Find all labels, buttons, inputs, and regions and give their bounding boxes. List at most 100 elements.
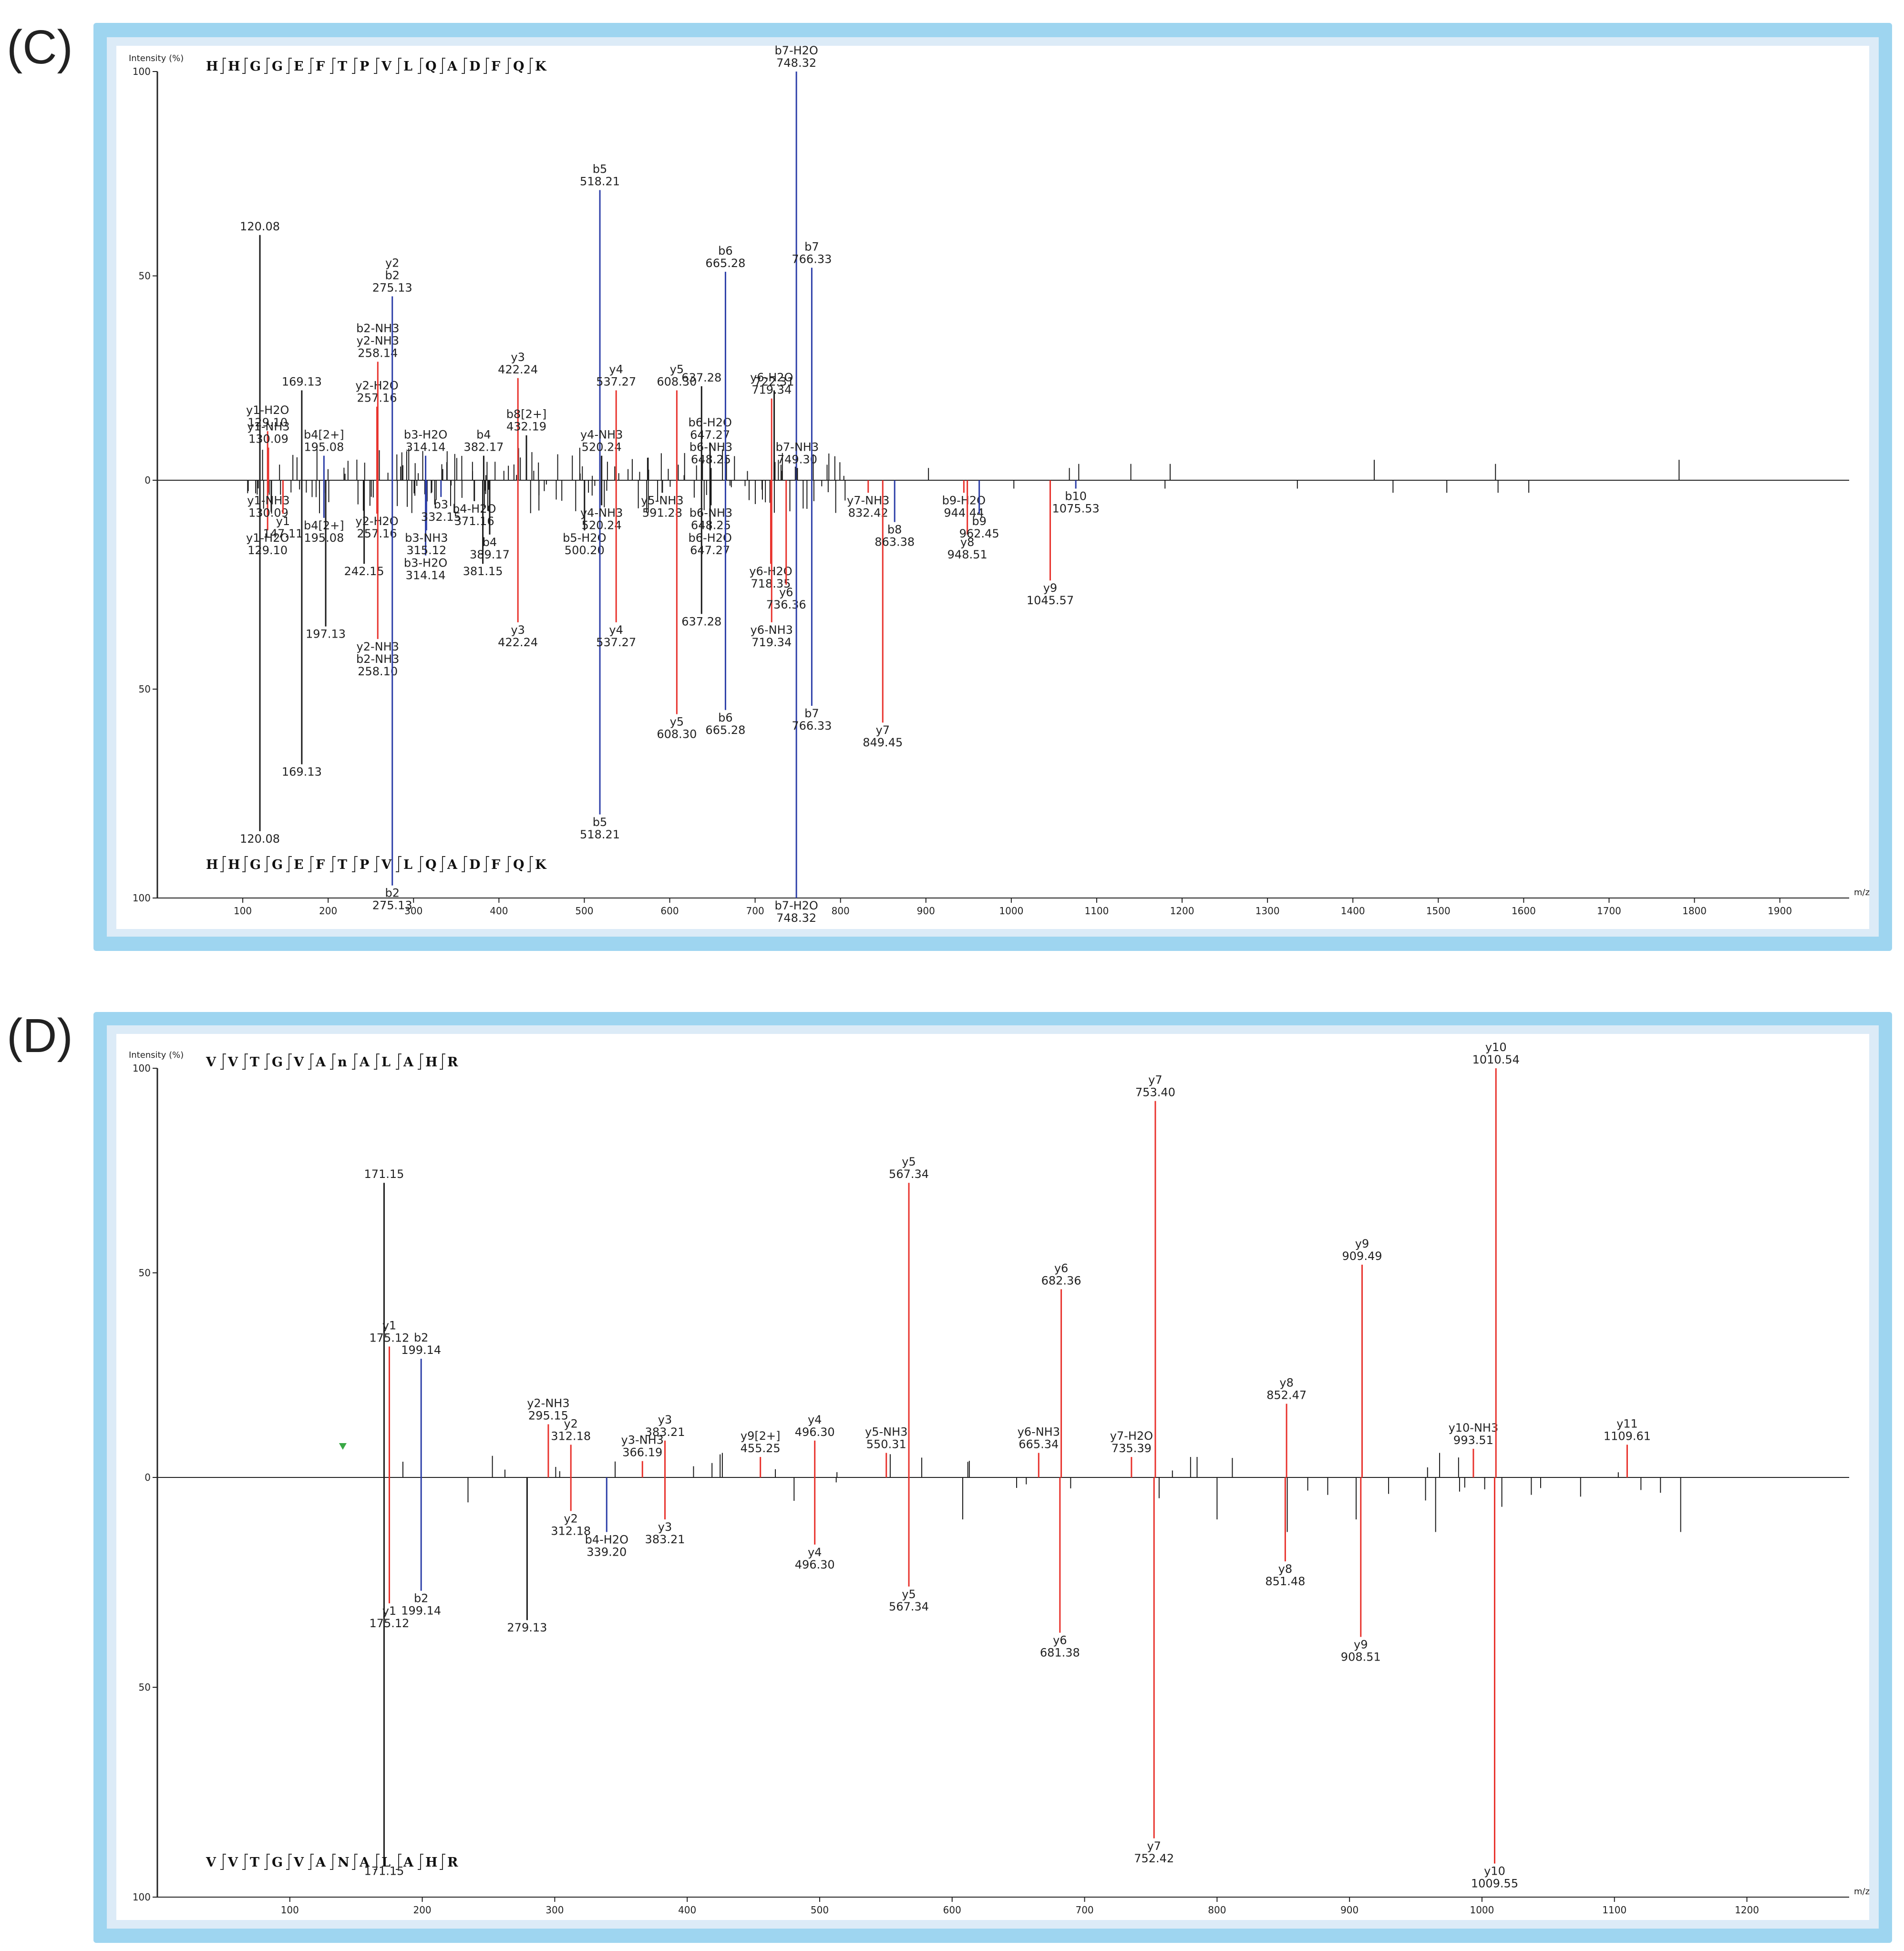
peak-label: 383.21	[645, 1425, 685, 1439]
peak-label: 849.45	[863, 736, 903, 749]
peak-label: b4[2+]	[304, 519, 344, 532]
peak-label: b9-H2O	[942, 494, 986, 507]
sequence-residue: K	[535, 857, 547, 872]
peak-label: 637.28	[681, 371, 721, 384]
peak-label: b7	[804, 240, 819, 253]
peak-label: y7	[876, 723, 890, 737]
peak-label: y1	[276, 515, 290, 528]
fragment-bracket	[242, 856, 248, 872]
peak-label: y7-H2O	[1110, 1429, 1153, 1443]
peak-label: y5	[670, 715, 684, 729]
peak-label: 147.11	[263, 527, 303, 540]
sequence-residue: G	[272, 1055, 283, 1070]
sequence-residue: T	[250, 1055, 259, 1070]
peak-label: 567.34	[889, 1167, 929, 1181]
fragment-bracket	[352, 1854, 358, 1870]
sequence-residue: L	[403, 59, 412, 74]
peak-label: 197.13	[306, 628, 346, 641]
sequence-residue: K	[535, 59, 547, 74]
y-tick-label: 50	[139, 270, 151, 282]
x-tick-label: 1600	[1512, 905, 1536, 917]
fragment-bracket	[484, 58, 489, 74]
peak-label: y10	[1485, 1041, 1507, 1054]
peak-label: b8	[887, 523, 902, 537]
sequence-residue: L	[381, 1855, 391, 1870]
sequence-residue: A	[447, 857, 458, 872]
sequence-residue: E	[294, 857, 304, 872]
peak-label: 312.18	[551, 1429, 591, 1443]
fragment-bracket	[286, 1854, 292, 1870]
peak-label: b3-NH3	[405, 531, 448, 545]
peak-label: y1-H2O	[246, 531, 289, 545]
peak-label: y9[2+]	[741, 1429, 781, 1443]
sequence-residue: Q	[513, 857, 525, 872]
sequence-residue: F	[491, 857, 500, 872]
fragment-bracket	[418, 1854, 423, 1870]
peak-label: y2	[564, 1417, 577, 1430]
sequence-residue: V	[293, 1855, 304, 1870]
sequence-residue: V	[381, 857, 392, 872]
x-tick-label: 900	[917, 905, 935, 917]
peak-label: y5	[902, 1588, 916, 1601]
peak-label: y11	[1616, 1417, 1638, 1430]
fragment-bracket	[330, 1053, 336, 1070]
fragment-bracket	[242, 58, 248, 74]
x-tick-label: 1900	[1768, 905, 1792, 917]
peak-label: y10	[1484, 1865, 1505, 1878]
y-axis-label: Intensity (%)	[129, 1050, 184, 1060]
sequence-residue: F	[316, 59, 325, 74]
fragment-bracket	[418, 856, 423, 872]
peak-label: y3	[658, 1520, 672, 1534]
peak-label: y2-H2O	[355, 379, 398, 392]
peak-label: b4[2+]	[304, 428, 344, 442]
peak-label: y1	[382, 1319, 396, 1332]
x-tick-label: 800	[832, 905, 850, 917]
fragment-bracket	[308, 58, 314, 74]
peak-label: b6-H2O	[688, 416, 731, 429]
peak-label: 752.42	[1134, 1852, 1174, 1865]
peak-label: b2	[414, 1592, 429, 1605]
fragment-bracket	[264, 58, 270, 74]
x-tick-label: 700	[1075, 1904, 1093, 1916]
peak-label: 766.33	[792, 719, 832, 733]
peak-label: 169.13	[282, 765, 322, 779]
peak-label: 169.13	[282, 375, 322, 388]
peak-label: 520.24	[582, 519, 622, 532]
peak-label: y7	[1147, 1839, 1161, 1853]
fragment-bracket	[396, 1854, 401, 1870]
fragment-bracket	[220, 1854, 226, 1870]
sequence-residue: H	[425, 1055, 438, 1070]
sequence-residue: A	[359, 1855, 370, 1870]
peak-label: 608.30	[657, 728, 697, 741]
peak-label: y9	[1355, 1237, 1369, 1250]
peak-label: 295.15	[528, 1409, 568, 1422]
x-tick-label: 1000	[1470, 1904, 1494, 1916]
peak-label: y3	[658, 1413, 672, 1426]
peak-label: b3-H2O	[404, 557, 447, 570]
peak-label: b4	[476, 428, 491, 442]
x-tick-label: 200	[413, 1904, 431, 1916]
fragment-bracket	[374, 1854, 380, 1870]
sequence-residue: V	[293, 1055, 304, 1070]
sequence-residue: E	[294, 59, 304, 74]
peak-label: 257.16	[357, 392, 397, 405]
x-tick-label: 1700	[1597, 905, 1621, 917]
peak-label: y6-H2O	[749, 565, 792, 578]
peak-label: 381.15	[463, 565, 503, 578]
peak-label: b4	[483, 536, 497, 549]
panel-c-label: (C)	[7, 21, 73, 74]
peak-label: 766.33	[792, 252, 832, 266]
peak-label: 608.30	[657, 375, 697, 388]
peak-label: y4	[808, 1546, 822, 1559]
peak-label: 749.30	[777, 453, 817, 466]
sequence-residue: Q	[513, 59, 525, 74]
panel-d-label: (D)	[7, 1009, 73, 1063]
y-tick-label: 100	[133, 1891, 151, 1903]
peak-label: b5-H2O	[563, 531, 606, 545]
fragment-bracket	[286, 58, 292, 74]
fragment-bracket	[330, 856, 336, 872]
peak-label: b5	[593, 163, 607, 176]
peak-label: 753.40	[1135, 1086, 1175, 1099]
